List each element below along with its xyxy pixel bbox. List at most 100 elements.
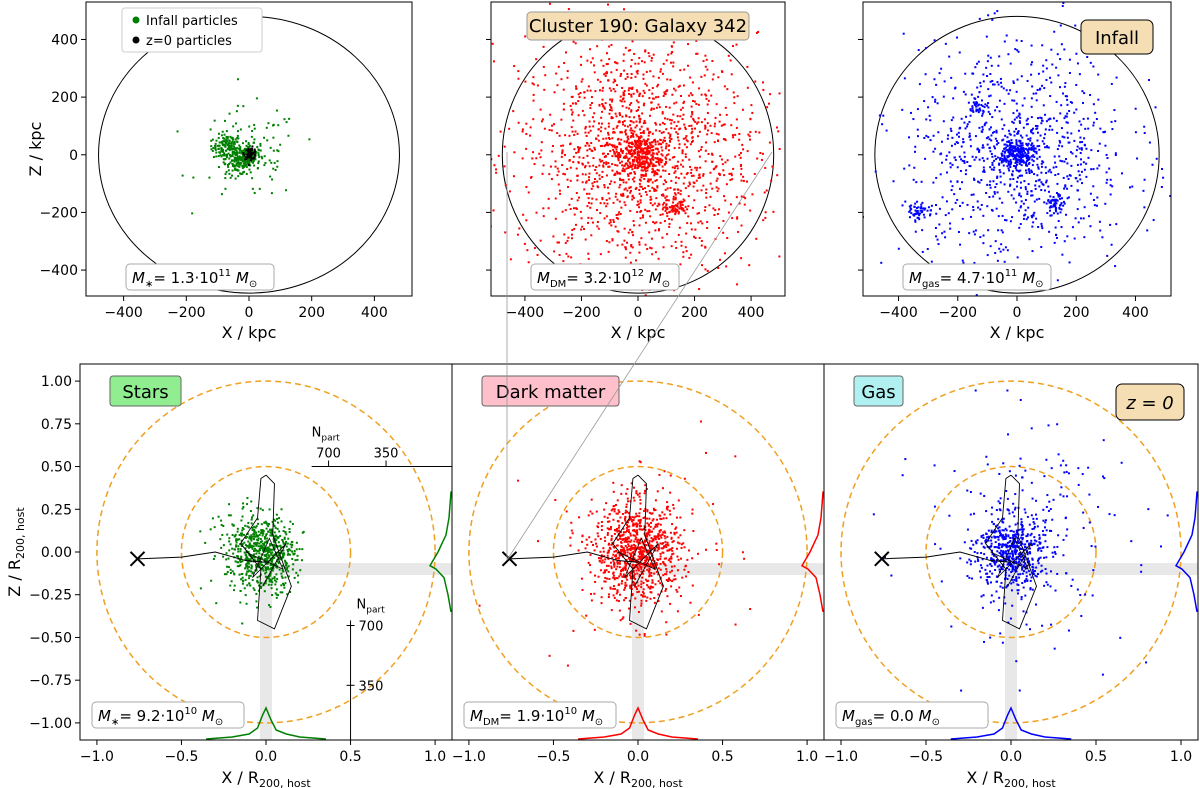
x-tick-label: −200 (562, 305, 600, 321)
particle (1032, 149, 1035, 152)
particle (1052, 166, 1055, 169)
particle (219, 538, 222, 541)
particle (607, 79, 610, 82)
particle (577, 148, 580, 151)
particle (238, 573, 241, 576)
particle (274, 169, 277, 172)
particle (618, 186, 621, 189)
particle (577, 161, 580, 164)
particle (943, 230, 946, 233)
particle (916, 209, 919, 212)
particle (694, 228, 697, 231)
particle (1007, 92, 1010, 95)
particle (1048, 168, 1051, 171)
particle (682, 198, 685, 201)
particle (624, 77, 627, 80)
particle (759, 152, 762, 155)
particle (631, 129, 634, 132)
particle (283, 118, 286, 121)
particle (1032, 144, 1035, 147)
particle (723, 174, 726, 177)
particle (1033, 200, 1036, 203)
particle (634, 597, 637, 600)
particle (638, 251, 641, 254)
particle (560, 144, 563, 147)
particle (516, 233, 519, 236)
particle (955, 141, 958, 144)
particle (979, 85, 982, 88)
particle (767, 102, 770, 105)
particle (1059, 159, 1062, 162)
particle (612, 87, 615, 90)
particle (1038, 197, 1041, 200)
particle (232, 125, 235, 128)
particle (654, 179, 657, 182)
particle (999, 175, 1002, 178)
particle (605, 141, 608, 144)
particle (648, 189, 651, 192)
particle (256, 542, 259, 545)
particle (607, 250, 610, 253)
particle (564, 241, 567, 244)
particle (626, 139, 629, 142)
particle (1010, 173, 1013, 176)
particle (268, 573, 271, 576)
particle (996, 175, 999, 178)
particle (527, 191, 530, 194)
particle (638, 553, 641, 556)
particle (659, 542, 662, 545)
particle (575, 87, 578, 90)
particle (245, 535, 248, 538)
particle (1020, 158, 1023, 161)
particle (1001, 157, 1004, 160)
particle (243, 161, 246, 164)
particle (662, 169, 665, 172)
particle (630, 76, 633, 79)
particle (616, 145, 619, 148)
particle (697, 176, 700, 179)
particle (1083, 168, 1086, 171)
particle (642, 104, 645, 107)
particle (556, 325, 558, 327)
particle (637, 569, 640, 572)
particle (649, 202, 652, 205)
particle (982, 170, 985, 173)
particle (247, 153, 250, 156)
particle (263, 544, 266, 547)
particle (1004, 219, 1007, 222)
particle (271, 594, 274, 597)
particle (631, 158, 634, 161)
particle (1025, 171, 1028, 174)
particle (266, 559, 269, 562)
particle (729, 178, 732, 181)
particle (247, 558, 250, 561)
particle (705, 141, 708, 144)
particle (637, 101, 640, 104)
particle (940, 140, 943, 143)
particle (640, 583, 643, 586)
particle (615, 216, 618, 219)
particle (1048, 190, 1051, 193)
particle (670, 537, 673, 540)
particle (851, 105, 853, 107)
particle (626, 524, 629, 527)
particle (263, 558, 266, 561)
particle (1030, 214, 1033, 217)
particle (1008, 132, 1011, 135)
particle (638, 146, 641, 149)
mass-label-text: MDM= 3.2·1012 M⊙ (537, 268, 670, 290)
particle (1052, 196, 1055, 199)
particle (212, 147, 215, 150)
particle (280, 520, 283, 523)
particle (259, 537, 262, 540)
particle (693, 199, 696, 202)
particle (668, 217, 671, 220)
particle (754, 130, 757, 133)
particle (641, 155, 644, 158)
particle (1087, 215, 1090, 218)
particle (610, 43, 613, 46)
particle (238, 144, 241, 147)
particle (256, 606, 259, 609)
particle (1018, 156, 1021, 159)
particle (646, 509, 649, 512)
